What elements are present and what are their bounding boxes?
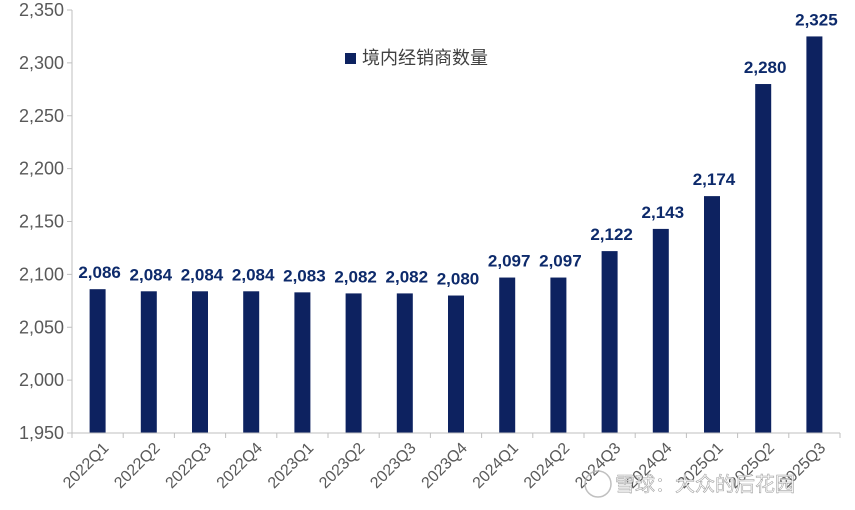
bar bbox=[396, 293, 413, 433]
data-label: 2,325 bbox=[795, 10, 838, 29]
y-tick-label: 2,300 bbox=[19, 53, 64, 73]
bars-group bbox=[89, 36, 823, 434]
bar bbox=[652, 228, 669, 433]
bar bbox=[243, 291, 260, 433]
y-axis: 1,950 2,000 2,050 2,100 2,150 2,200 2,250 2,300… bbox=[19, 0, 73, 443]
watermark-text: 雪球：大众的后花园 bbox=[615, 472, 795, 496]
data-label: 2,084 bbox=[130, 265, 173, 284]
legend-label: 境内经销商数量 bbox=[362, 48, 488, 69]
y-tick-label: 2,350 bbox=[19, 0, 64, 20]
data-label: 2,080 bbox=[437, 270, 480, 289]
bar bbox=[601, 251, 618, 433]
data-label: 2,084 bbox=[232, 265, 275, 284]
bar bbox=[704, 196, 720, 433]
data-label: 2,143 bbox=[642, 203, 685, 222]
legend-swatch bbox=[345, 53, 356, 64]
x-tick-label: 2023Q4 bbox=[419, 440, 471, 492]
y-tick-label: 2,000 bbox=[19, 370, 64, 390]
y-tick-label: 2,100 bbox=[19, 264, 64, 284]
data-label: 2,097 bbox=[488, 252, 531, 271]
watermark: 雪球：大众的后花园 bbox=[584, 470, 795, 498]
x-tick-label: 2022Q4 bbox=[214, 440, 266, 492]
data-label: 2,086 bbox=[78, 263, 121, 282]
data-label: 2,082 bbox=[334, 267, 377, 286]
x-tick-label: 2022Q2 bbox=[111, 440, 163, 492]
data-label: 2,174 bbox=[693, 170, 736, 189]
bar bbox=[192, 291, 208, 433]
x-tick-label: 2023Q1 bbox=[265, 440, 317, 492]
x-tick-label: 2022Q1 bbox=[60, 440, 112, 492]
data-label: 2,082 bbox=[386, 267, 429, 286]
data-label: 2,097 bbox=[539, 252, 582, 271]
data-label: 2,280 bbox=[744, 58, 787, 77]
y-tick-label: 2,250 bbox=[19, 106, 64, 126]
data-label: 2,084 bbox=[181, 265, 224, 284]
legend: 境内经销商数量 bbox=[345, 48, 488, 69]
data-label: 2,122 bbox=[590, 225, 633, 244]
y-tick-label: 1,950 bbox=[19, 423, 64, 443]
bar bbox=[550, 277, 567, 433]
x-tick-label: 2022Q3 bbox=[163, 440, 215, 492]
y-tick-label: 2,200 bbox=[19, 159, 64, 179]
x-tick-label: 2024Q1 bbox=[470, 440, 522, 492]
data-labels-group: 2,086 2,084 2,084 2,084 2,083 2,082 2,082 2,080… bbox=[78, 10, 837, 288]
x-tick-label: 2023Q2 bbox=[316, 440, 368, 492]
bar bbox=[806, 36, 823, 433]
x-tick-label: 2024Q2 bbox=[521, 440, 573, 492]
bar bbox=[140, 291, 157, 433]
bar bbox=[499, 277, 516, 433]
bar bbox=[345, 293, 362, 433]
bar bbox=[448, 295, 464, 433]
data-label: 2,083 bbox=[283, 266, 326, 285]
bar bbox=[755, 84, 772, 434]
bar bbox=[89, 289, 106, 433]
bar bbox=[294, 292, 311, 433]
y-tick-label: 2,050 bbox=[19, 317, 64, 337]
watermark-logo-icon bbox=[584, 470, 612, 498]
x-tick-label: 2023Q3 bbox=[367, 440, 419, 492]
y-tick-label: 2,150 bbox=[19, 212, 64, 232]
